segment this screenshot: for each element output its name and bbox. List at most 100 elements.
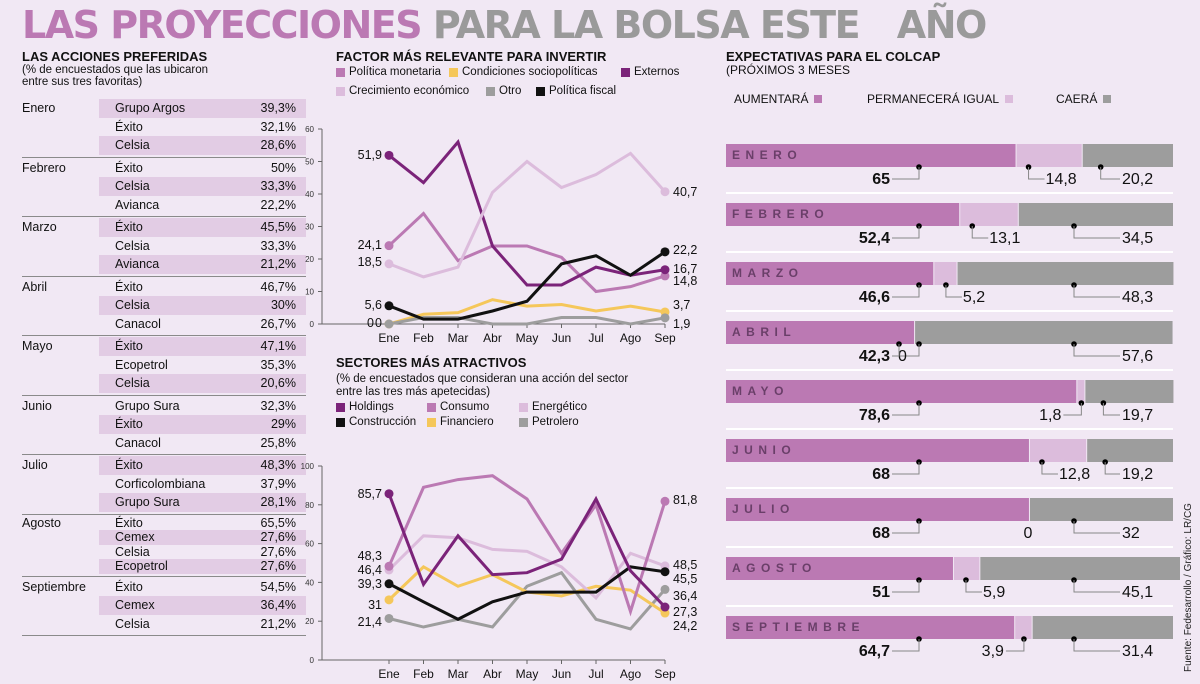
colcap-month-label: FEBRERO (732, 207, 829, 221)
stock-name: Éxito (115, 579, 143, 594)
stock-cell: Celsia 28,6% (99, 136, 306, 155)
table-row: Éxito 32,1% (22, 118, 306, 137)
colcap-value-caera: 32 (1122, 525, 1140, 542)
sectores-start-point-consumo (384, 561, 394, 571)
month-label: Junio (22, 398, 52, 413)
legend-swatch (427, 417, 436, 427)
table-row: Cemex 36,4% (22, 596, 306, 615)
stock-cell: Éxito 54,5% (99, 578, 306, 597)
month-block-mayo: Mayo Éxito 47,1% Ecopetrol 35,3% Celsia 20,6% (22, 336, 306, 396)
legend-permanecera-swatch (1005, 95, 1014, 103)
stock-cell: Canacol 25,8% (99, 434, 306, 453)
table-row: Febrero Éxito 50% (22, 159, 306, 178)
stock-cell: Éxito 48,3% (99, 456, 306, 475)
stock-cell: Éxito 50% (99, 159, 306, 178)
stock-name: Celsia (115, 298, 150, 313)
stock-cell: Corficolombiana 37,9% (99, 475, 306, 494)
stock-pct: 32,3% (260, 398, 296, 413)
leader-line (892, 403, 920, 416)
stock-pct: 27,6% (260, 530, 296, 545)
stock-pct: 45,5% (260, 220, 296, 235)
table-row: Abril Éxito 46,7% (22, 278, 306, 297)
source-note: Fuente: Fedesarrollo / Gráfico: LR/CG (1183, 503, 1194, 672)
stock-name: Canacol (115, 435, 161, 450)
legend-label: Condiciones sociopolíticas (462, 66, 598, 78)
stock-name: Éxito (115, 515, 143, 530)
x-tick-label-may: May (516, 331, 539, 345)
factor-legend-condiciones-sociopoliticas: Condiciones sociopolíticas (449, 66, 598, 78)
stock-pct: 25,8% (260, 435, 296, 450)
table-row: Junio Grupo Sura 32,3% (22, 397, 306, 416)
table-row: Celsia 30% (22, 296, 306, 315)
sectores-start-label-holdings: 85,7 (358, 487, 382, 501)
month-block-enero: Enero Grupo Argos 39,3% Éxito 32,1% Celsia 28,… (22, 98, 306, 158)
stock-pct: 33,3% (260, 179, 296, 194)
colcap-bar-permanecera-igual (1029, 439, 1087, 462)
stock-name: Éxito (115, 339, 143, 354)
colcap-row-enero: ENERO 65 14,8 20,2 (726, 144, 1173, 194)
factor-line-politica-fiscal (388, 250, 666, 321)
factor-end-label-politica-fiscal: 22,2 (673, 243, 697, 257)
sectores-start-label-energetico: 46,4 (358, 563, 382, 577)
sectores-subheading-1: (% de encuestados que consideran una acc… (336, 373, 629, 385)
stock-name: Éxito (115, 417, 143, 432)
stock-pct: 50% (270, 160, 296, 175)
sectores-end-label-energetico: 48,5 (673, 558, 697, 572)
month-block-junio: Junio Grupo Sura 32,3% Éxito 29% Canacol 25,8% (22, 396, 306, 455)
leader-line (1073, 285, 1120, 298)
sectores-heading: SECTORES MÁS ATRACTIVOS (336, 355, 527, 370)
colcap-month-label: SEPTIEMBRE (732, 620, 865, 634)
legend-label: Energético (532, 401, 587, 413)
legend-permanecera: PERMANECERÁ IGUAL (867, 92, 1014, 106)
stock-pct: 36,4% (260, 598, 296, 613)
legend-label: Crecimiento económico (349, 85, 470, 97)
legend-swatch (519, 402, 528, 412)
colcap-value-permanecera: 5,9 (983, 584, 1005, 601)
legend-label: Política monetaria (349, 66, 442, 78)
factor-end-point-otro (660, 313, 670, 323)
colcap-bar-permanecera-igual (960, 203, 1018, 226)
y-tick-label: 10 (305, 288, 314, 297)
factor-start-label-politica-fiscal: 5,6 (365, 298, 382, 312)
stock-pct: 27,6% (260, 544, 296, 559)
stock-name: Corficolombiana (115, 476, 206, 491)
stock-cell: Celsia 20,6% (99, 374, 306, 393)
legend-aumentara: AUMENTARÁ (734, 92, 823, 106)
colcap-panel: EXPECTATIVAS PARA EL COLCAP (PRÓXIMOS 3 … (726, 49, 1176, 106)
leader-line (892, 226, 920, 239)
factor-legend-otro: Otro (486, 85, 521, 97)
stock-pct: 48,3% (260, 458, 296, 473)
leader-line (965, 580, 982, 593)
y-tick-label: 80 (305, 501, 314, 510)
stock-cell: Celsia 30% (99, 296, 306, 315)
stock-name: Celsia (115, 376, 150, 391)
x-tick-label-jun: Jun (552, 667, 571, 681)
month-label: Abril (22, 279, 48, 294)
stock-cell: Celsia 27,6% (99, 545, 306, 560)
colcap-row-abril: ABRIL 42,3 0 57,6 (726, 321, 1173, 371)
sectores-end-point-consumo (660, 496, 670, 506)
colcap-bar-permanecera-igual (1077, 380, 1085, 403)
colcap-bar-aumentara (726, 498, 1029, 521)
stock-pct: 29% (270, 417, 296, 432)
stock-name: Canacol (115, 316, 161, 331)
colcap-bar-aumentara (726, 321, 915, 344)
x-tick-label-feb: Feb (413, 331, 434, 345)
month-block-septiembre: Septiembre Éxito 54,5% Cemex 36,4% Celsia 21,2… (22, 577, 306, 636)
month-block-febrero: Febrero Éxito 50% Celsia 33,3% Avianca 22,2% (22, 158, 306, 217)
legend-swatch (519, 417, 528, 427)
factor-legend-crecimiento-economico: Crecimiento económico (336, 85, 469, 97)
factor-start-point-crecimiento-economico (384, 259, 394, 269)
month-block-julio: Julio Éxito 48,3% Corficolombiana 37,9% Grupo… (22, 455, 306, 515)
colcap-value-caera: 20,2 (1122, 171, 1153, 188)
colcap-value-caera: 48,3 (1122, 289, 1153, 306)
leader-line (892, 639, 920, 652)
stock-name: Éxito (115, 160, 143, 175)
factor-start-point-externos (384, 150, 394, 160)
sectores-end-label-consumo: 81,8 (673, 493, 697, 507)
table-row: Septiembre Éxito 54,5% (22, 578, 306, 597)
leader-line (1100, 167, 1120, 180)
sectores-start-point-petrolero (384, 613, 394, 623)
factor-legend: Política monetaria Condiciones sociopolít… (336, 66, 706, 102)
colcap-bar-aumentara (726, 616, 1015, 639)
